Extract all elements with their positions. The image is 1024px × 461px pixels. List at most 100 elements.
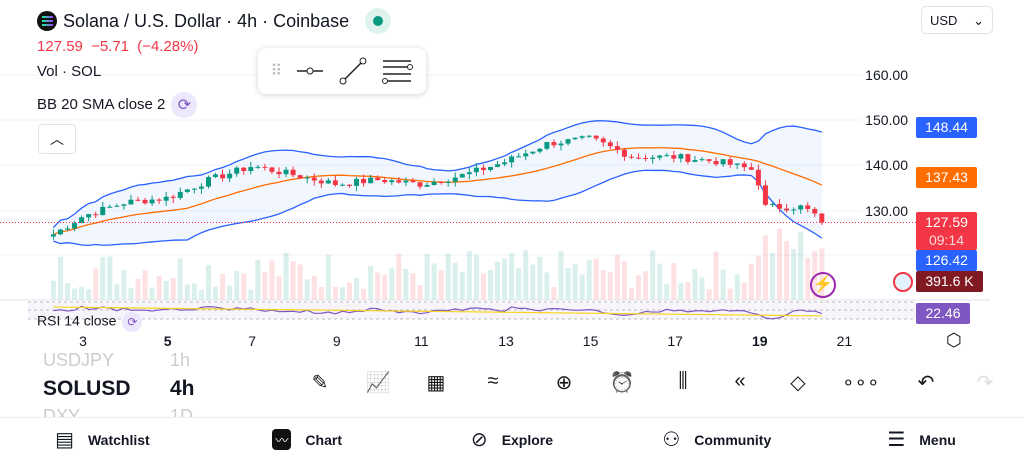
volume-bar	[748, 263, 754, 300]
volume-bar	[495, 261, 501, 300]
time-axis-label: 5	[163, 333, 172, 349]
volume-bar	[452, 262, 458, 300]
candle	[332, 180, 338, 185]
collapse-legend-button[interactable]: ︿	[38, 124, 76, 154]
volume-bar	[664, 283, 670, 300]
bottom-nav: ▤ Watchlist 〰 Chart ⊘ Explore ⚇ Community ☰ M…	[0, 417, 1024, 461]
time-axis-label: 19	[752, 333, 768, 349]
more-icon[interactable]: ∘∘∘	[842, 372, 880, 394]
volume-bar	[487, 270, 493, 300]
currency-value: USD	[930, 13, 958, 28]
drag-handle-icon[interactable]: ⠿	[270, 63, 283, 80]
candle	[516, 156, 522, 158]
layers-icon[interactable]: ◇	[790, 372, 806, 394]
us-flag-icon[interactable]	[893, 272, 913, 292]
volume-bar	[283, 252, 289, 300]
volume-bar	[558, 251, 564, 300]
lightning-icon[interactable]: ⚡	[810, 272, 836, 298]
candle	[600, 138, 606, 143]
nav-community[interactable]: ⚇ Community	[614, 418, 819, 461]
volume-bar	[523, 250, 529, 300]
volume-bar	[361, 288, 367, 300]
candle	[509, 156, 515, 163]
volume-bar	[636, 275, 642, 300]
volume-bar	[297, 264, 303, 300]
candle	[170, 196, 176, 198]
currency-select[interactable]: USD ⌄	[921, 6, 993, 34]
nav-explore[interactable]: ⊘ Explore	[410, 418, 615, 461]
replay-icon[interactable]: «	[734, 370, 746, 392]
add-icon[interactable]: ⊕	[555, 372, 573, 394]
candle	[297, 175, 303, 179]
alert-icon[interactable]: ⏰	[609, 372, 635, 394]
undo-icon[interactable]: ↶	[917, 372, 935, 394]
candle	[262, 166, 268, 168]
nav-menu[interactable]: ☰ Menu	[819, 418, 1024, 461]
volume-bar	[241, 273, 247, 300]
candle	[311, 177, 317, 181]
candle	[135, 199, 141, 201]
candle	[184, 189, 190, 192]
candle	[445, 181, 451, 183]
volume-bar	[502, 258, 508, 300]
bb-basis-line	[53, 147, 823, 235]
nav-watchlist[interactable]: ▤ Watchlist	[0, 418, 205, 461]
nav-chart[interactable]: 〰 Chart	[205, 418, 410, 461]
horizontal-line-icon[interactable]	[295, 61, 325, 81]
candle	[248, 167, 254, 171]
settings-hexagon-icon[interactable]: ⬡	[946, 330, 962, 350]
draw-icon[interactable]: ✎	[311, 372, 329, 394]
candle	[628, 156, 634, 158]
volume-bar	[600, 269, 606, 300]
volume-bar	[762, 235, 768, 300]
layouts-icon[interactable]: ▦	[426, 372, 446, 394]
trend-line-icon[interactable]	[338, 57, 368, 85]
fib-lines-icon[interactable]	[381, 57, 414, 85]
refresh-icon[interactable]: ⟳	[171, 92, 198, 118]
volume-bar	[213, 286, 219, 300]
candle	[368, 177, 374, 184]
bb-upper-tag: 148.44	[916, 117, 977, 138]
volume-bar	[678, 283, 684, 300]
candle	[255, 166, 261, 168]
symbol-header[interactable]: Solana / U.S. Dollar · 4h · Coinbase	[37, 8, 392, 34]
redo-icon[interactable]: ↷	[976, 372, 994, 394]
next-symbol[interactable]: DXY	[43, 406, 81, 417]
volume-bar	[290, 261, 296, 300]
volume-bar	[318, 286, 324, 300]
volume-bar	[473, 254, 479, 300]
prev-timeframe[interactable]: 1h	[170, 350, 191, 370]
bb-legend[interactable]: BB 20 SMA close 2 ⟳	[37, 92, 198, 118]
volume-bar	[177, 258, 183, 300]
nav-label: Menu	[919, 431, 956, 448]
next-timeframe[interactable]: 1D	[170, 406, 194, 417]
indicators-icon[interactable]: 📈	[365, 372, 391, 394]
current-symbol[interactable]: SOLUSD	[43, 377, 131, 400]
volume-bar	[614, 254, 620, 300]
candle	[93, 214, 99, 216]
rsi-legend[interactable]: RSI 14 close ⟳	[37, 312, 143, 332]
volume-bar	[805, 257, 811, 300]
candle	[163, 196, 169, 201]
price-chart[interactable]	[0, 0, 1024, 350]
volume-bar	[551, 286, 557, 300]
volume-bar	[685, 281, 691, 300]
volume-bar	[191, 283, 197, 300]
prev-symbol[interactable]: USDJPY	[43, 350, 115, 370]
refresh-icon[interactable]: ⟳	[122, 312, 143, 332]
volume-bar	[79, 286, 85, 300]
candle	[537, 148, 543, 152]
candle	[354, 178, 360, 186]
price-axis-label: 150.00	[863, 112, 910, 128]
volume-bar	[621, 261, 627, 300]
candle	[149, 199, 155, 204]
chart-type-icon[interactable]: ⫼	[678, 370, 688, 392]
current-timeframe[interactable]: 4h	[170, 377, 195, 400]
volume-bar	[234, 270, 240, 300]
chart-icon: 〰	[272, 429, 292, 450]
candle	[621, 149, 627, 157]
volume-bar	[480, 273, 486, 300]
volume-legend[interactable]: Vol · SOL	[37, 63, 102, 80]
compare-icon[interactable]: ≈	[487, 370, 499, 392]
bar-countdown: 09:14	[928, 232, 965, 248]
